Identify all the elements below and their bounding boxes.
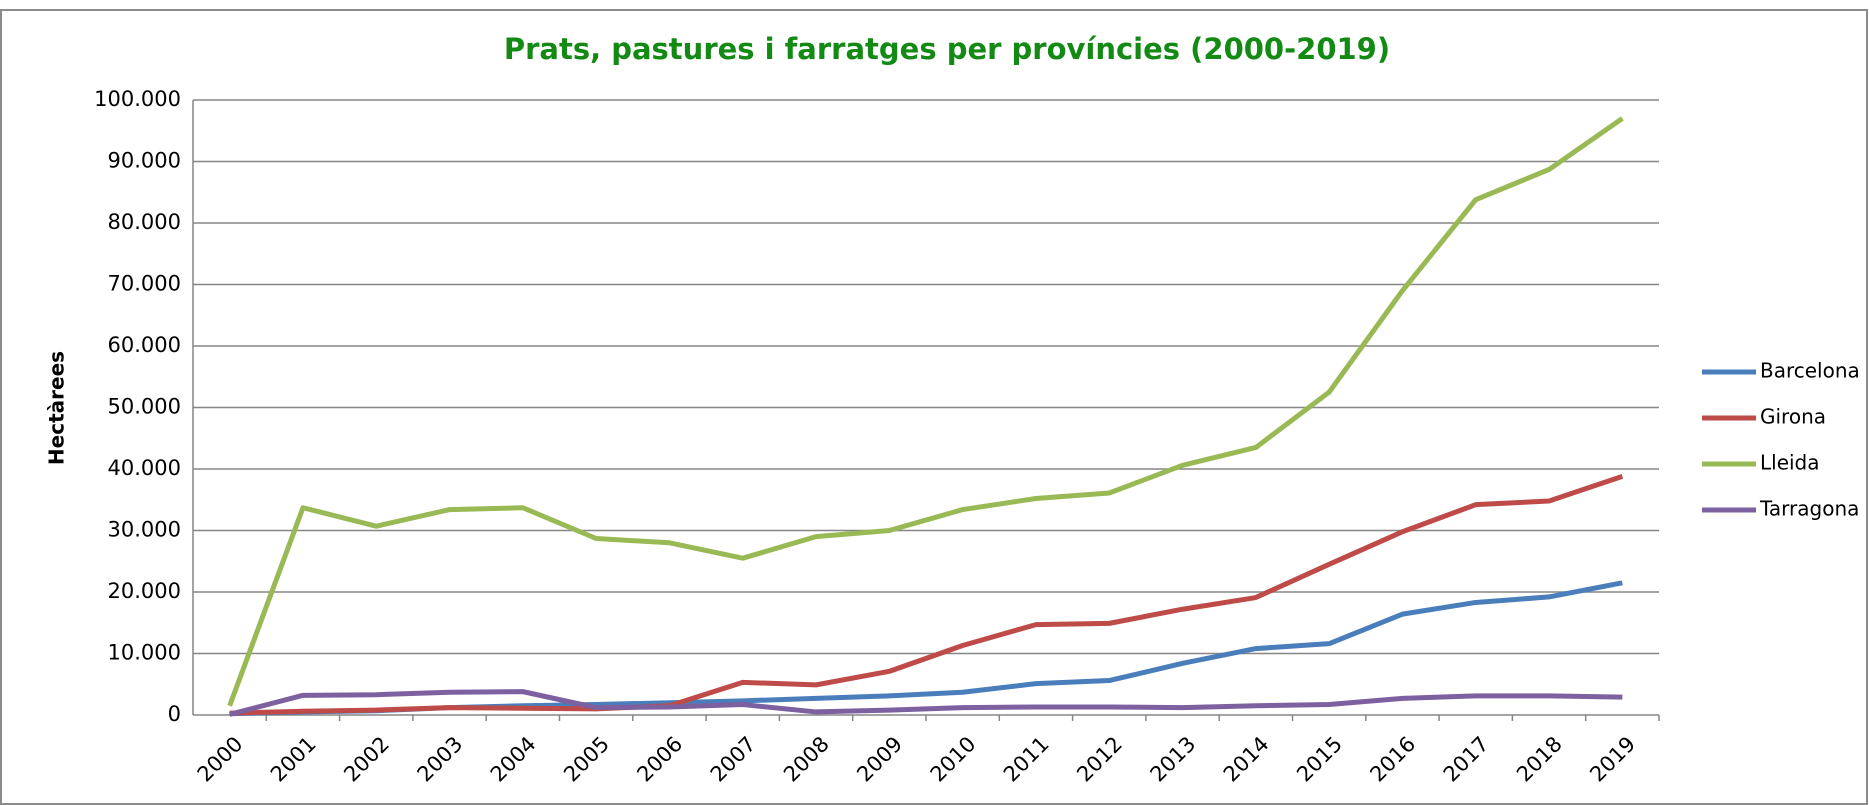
series-line [229, 474, 1624, 716]
y-tick-label: 70.000 [108, 272, 181, 296]
y-tick-label: 20.000 [108, 579, 181, 603]
y-tick-label: 50.000 [108, 395, 181, 419]
chart-title: Prats, pastures i farratges per provínci… [504, 32, 1390, 66]
y-axis-label: Hectàrees [45, 351, 69, 465]
y-tick-label: 30.000 [108, 518, 181, 542]
legend-label: Barcelona [1760, 359, 1860, 383]
y-tick-label: 40.000 [108, 456, 181, 480]
legend-label: Girona [1760, 405, 1826, 429]
series-line [229, 689, 1623, 717]
legend-label: Tarragona [1759, 497, 1859, 521]
y-tick-label: 0 [168, 702, 181, 726]
y-tick-label: 80.000 [108, 210, 181, 234]
y-tick-label: 100.000 [94, 87, 181, 111]
series-line [227, 116, 1624, 707]
legend-label: Lleida [1760, 451, 1820, 475]
y-tick-label: 60.000 [108, 333, 181, 357]
y-tick-label: 90.000 [108, 149, 181, 173]
y-tick-label: 10.000 [108, 641, 181, 665]
